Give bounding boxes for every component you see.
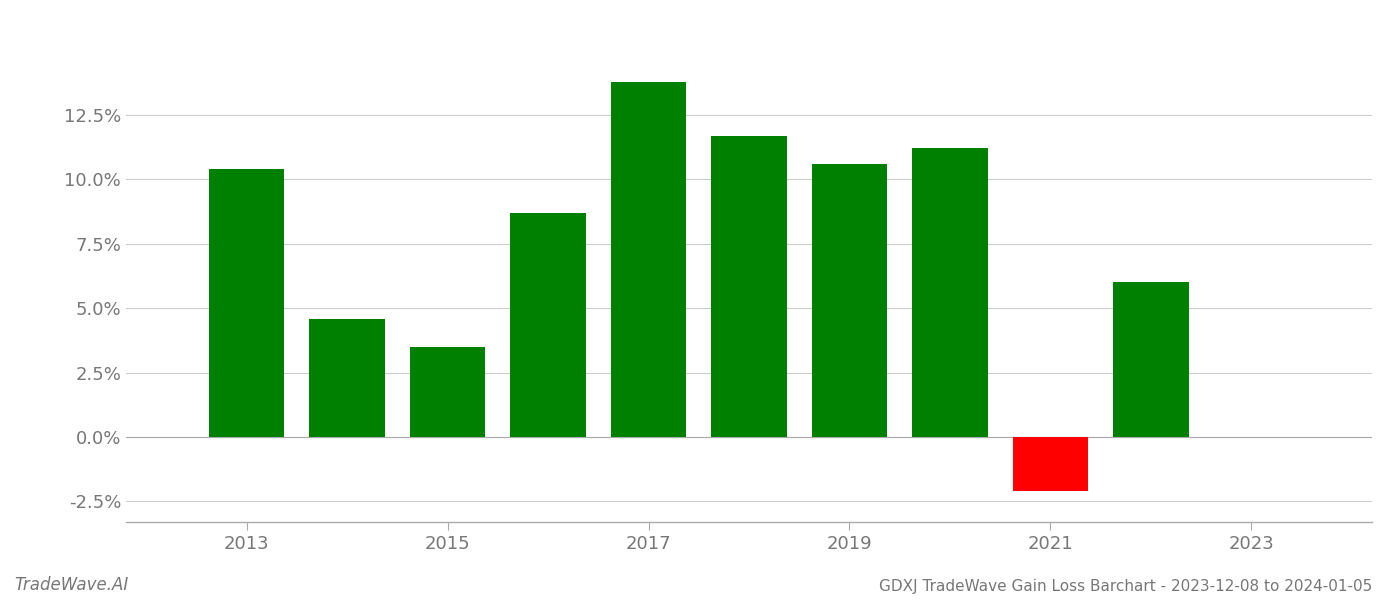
Bar xyxy=(309,319,385,437)
Bar xyxy=(1113,283,1189,437)
Bar xyxy=(511,213,585,437)
Bar xyxy=(209,169,284,437)
Text: TradeWave.AI: TradeWave.AI xyxy=(14,576,129,594)
Bar xyxy=(913,148,987,437)
Text: GDXJ TradeWave Gain Loss Barchart - 2023-12-08 to 2024-01-05: GDXJ TradeWave Gain Loss Barchart - 2023… xyxy=(879,579,1372,594)
Bar xyxy=(1012,437,1088,491)
Bar xyxy=(410,347,486,437)
Bar xyxy=(610,82,686,437)
Bar xyxy=(812,164,888,437)
Bar xyxy=(711,136,787,437)
